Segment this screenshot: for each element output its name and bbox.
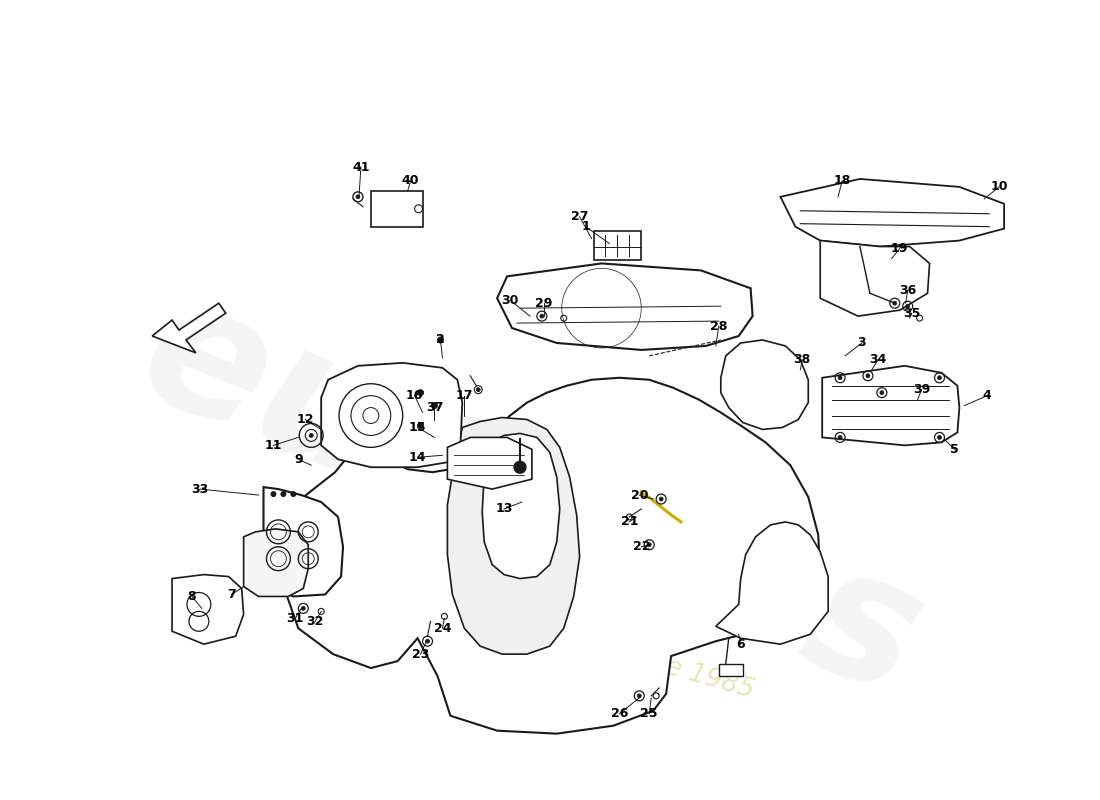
Circle shape: [659, 497, 663, 501]
Polygon shape: [482, 434, 560, 578]
Circle shape: [838, 435, 843, 439]
Polygon shape: [264, 487, 343, 597]
Text: 4: 4: [982, 389, 991, 402]
Text: 11: 11: [265, 439, 283, 452]
Text: 16: 16: [406, 389, 424, 402]
Polygon shape: [821, 241, 930, 316]
Polygon shape: [321, 363, 462, 467]
Text: 33: 33: [191, 482, 209, 495]
Circle shape: [905, 304, 910, 308]
Polygon shape: [152, 303, 226, 353]
Circle shape: [514, 462, 526, 473]
Text: 38: 38: [794, 354, 811, 366]
Polygon shape: [243, 529, 308, 597]
Circle shape: [271, 491, 276, 497]
Circle shape: [476, 388, 481, 392]
Text: 19: 19: [891, 242, 909, 255]
Text: 34: 34: [869, 354, 887, 366]
Circle shape: [431, 402, 438, 409]
Text: 26: 26: [610, 707, 628, 720]
Text: 14: 14: [409, 450, 427, 464]
Text: 10: 10: [990, 180, 1008, 194]
Text: 5: 5: [950, 443, 959, 456]
Polygon shape: [718, 664, 743, 676]
Circle shape: [290, 491, 296, 497]
Text: 13: 13: [495, 502, 513, 515]
Text: 31: 31: [287, 612, 304, 625]
Circle shape: [893, 302, 896, 305]
Text: 22: 22: [632, 540, 650, 554]
Polygon shape: [448, 418, 580, 654]
Text: 29: 29: [536, 297, 552, 310]
Text: 28: 28: [711, 319, 727, 333]
Circle shape: [438, 337, 443, 343]
Text: 2: 2: [436, 334, 444, 346]
Text: 35: 35: [903, 306, 921, 320]
Polygon shape: [594, 230, 641, 261]
Text: 20: 20: [630, 489, 648, 502]
Text: 3: 3: [858, 337, 867, 350]
Text: 12: 12: [297, 413, 313, 426]
Circle shape: [301, 606, 306, 610]
Circle shape: [637, 694, 641, 698]
Polygon shape: [172, 574, 243, 644]
Text: 21: 21: [620, 515, 638, 529]
Polygon shape: [716, 522, 828, 644]
Text: 7: 7: [228, 588, 236, 601]
Text: 27: 27: [571, 210, 588, 223]
Text: a passion for parts since 1985: a passion for parts since 1985: [366, 569, 757, 704]
Text: 40: 40: [402, 174, 419, 187]
Circle shape: [647, 542, 651, 546]
Polygon shape: [371, 191, 422, 226]
Circle shape: [418, 422, 424, 429]
Circle shape: [356, 195, 360, 199]
Circle shape: [866, 374, 870, 378]
Text: 39: 39: [913, 383, 931, 396]
Polygon shape: [448, 438, 532, 489]
Circle shape: [880, 390, 883, 394]
Circle shape: [838, 376, 843, 380]
Text: europes: europes: [118, 262, 946, 733]
Text: 41: 41: [352, 161, 370, 174]
Circle shape: [280, 491, 286, 497]
Polygon shape: [282, 378, 821, 734]
Text: 23: 23: [411, 648, 429, 661]
Text: 17: 17: [455, 389, 473, 402]
Text: 15: 15: [409, 421, 427, 434]
Text: 25: 25: [640, 707, 658, 720]
Circle shape: [540, 314, 543, 318]
Text: 18: 18: [834, 174, 850, 187]
Circle shape: [937, 435, 942, 439]
Text: 6: 6: [736, 638, 745, 650]
Polygon shape: [780, 179, 1004, 246]
Text: 24: 24: [433, 622, 451, 634]
Text: 32: 32: [307, 615, 323, 628]
Polygon shape: [822, 366, 959, 446]
Circle shape: [309, 434, 313, 438]
Text: 30: 30: [502, 294, 519, 306]
Text: 36: 36: [899, 284, 916, 297]
Polygon shape: [720, 340, 808, 430]
Text: 8: 8: [188, 590, 196, 603]
Circle shape: [937, 376, 942, 380]
Circle shape: [418, 390, 424, 396]
Polygon shape: [497, 263, 752, 350]
Text: 1: 1: [581, 220, 590, 233]
Text: 9: 9: [294, 453, 302, 466]
Circle shape: [426, 639, 429, 643]
Text: 37: 37: [426, 401, 443, 414]
